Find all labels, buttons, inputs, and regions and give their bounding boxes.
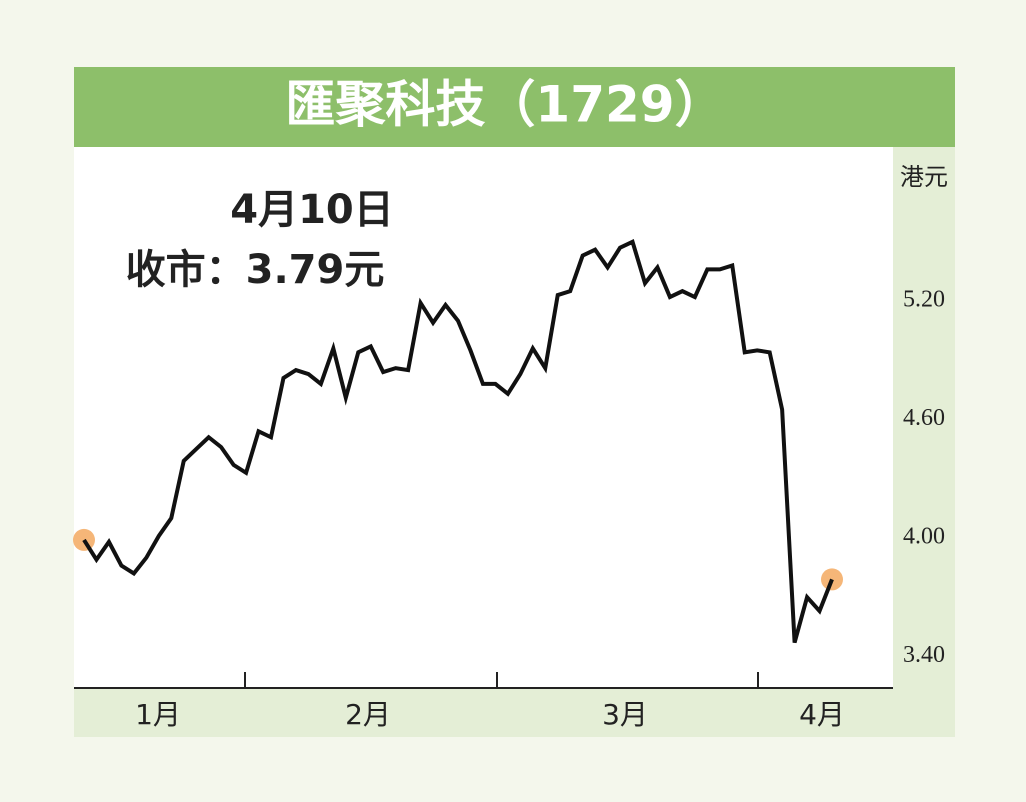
x-tick-label: 3月 (602, 698, 648, 731)
x-tick-label: 2月 (345, 698, 391, 731)
annotation-close: 收市：3.79元 (126, 247, 385, 293)
y-axis-strip (893, 147, 955, 737)
y-tick-label: 5.20 (903, 287, 945, 313)
title-bar (74, 67, 955, 147)
y-tick-label: 4.60 (903, 405, 945, 431)
y-unit: 港元 (900, 163, 948, 191)
x-tick-label: 1月 (135, 698, 181, 731)
x-axis-strip (74, 688, 893, 737)
chart-title: 匯聚科技（1729） (285, 76, 724, 134)
y-tick-label: 4.00 (903, 523, 945, 549)
price-line (82, 238, 834, 644)
x-tick-label: 4月 (799, 698, 845, 731)
y-tick-label: 3.40 (903, 642, 945, 668)
annotation-date: 4月10日 (230, 187, 394, 233)
plot-area (74, 147, 893, 688)
